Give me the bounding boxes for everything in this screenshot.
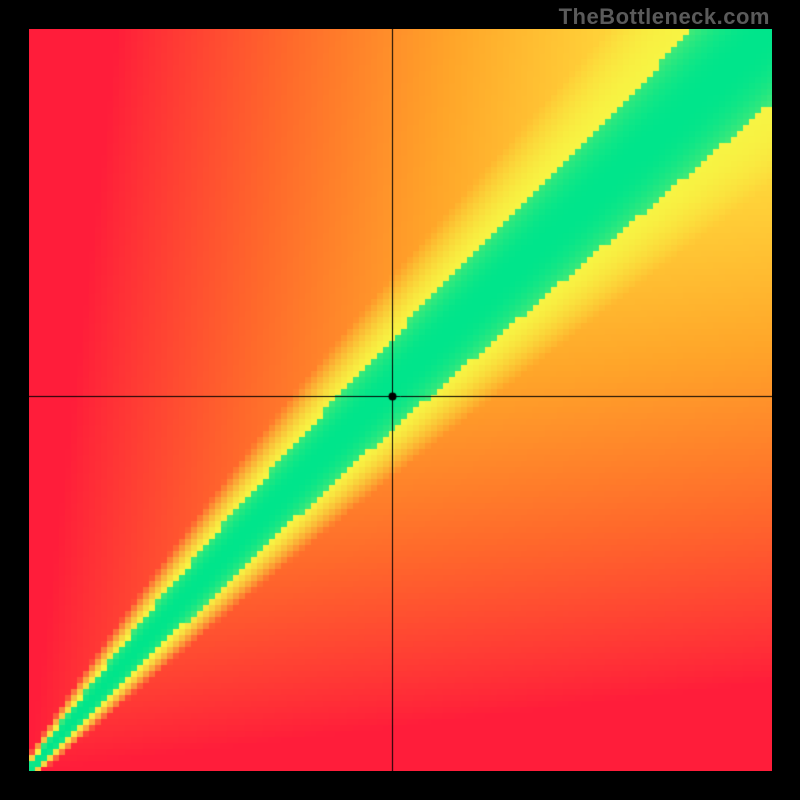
heatmap-canvas <box>29 29 772 771</box>
bottleneck-heatmap <box>29 29 772 771</box>
watermark-text: TheBottleneck.com <box>559 4 770 30</box>
